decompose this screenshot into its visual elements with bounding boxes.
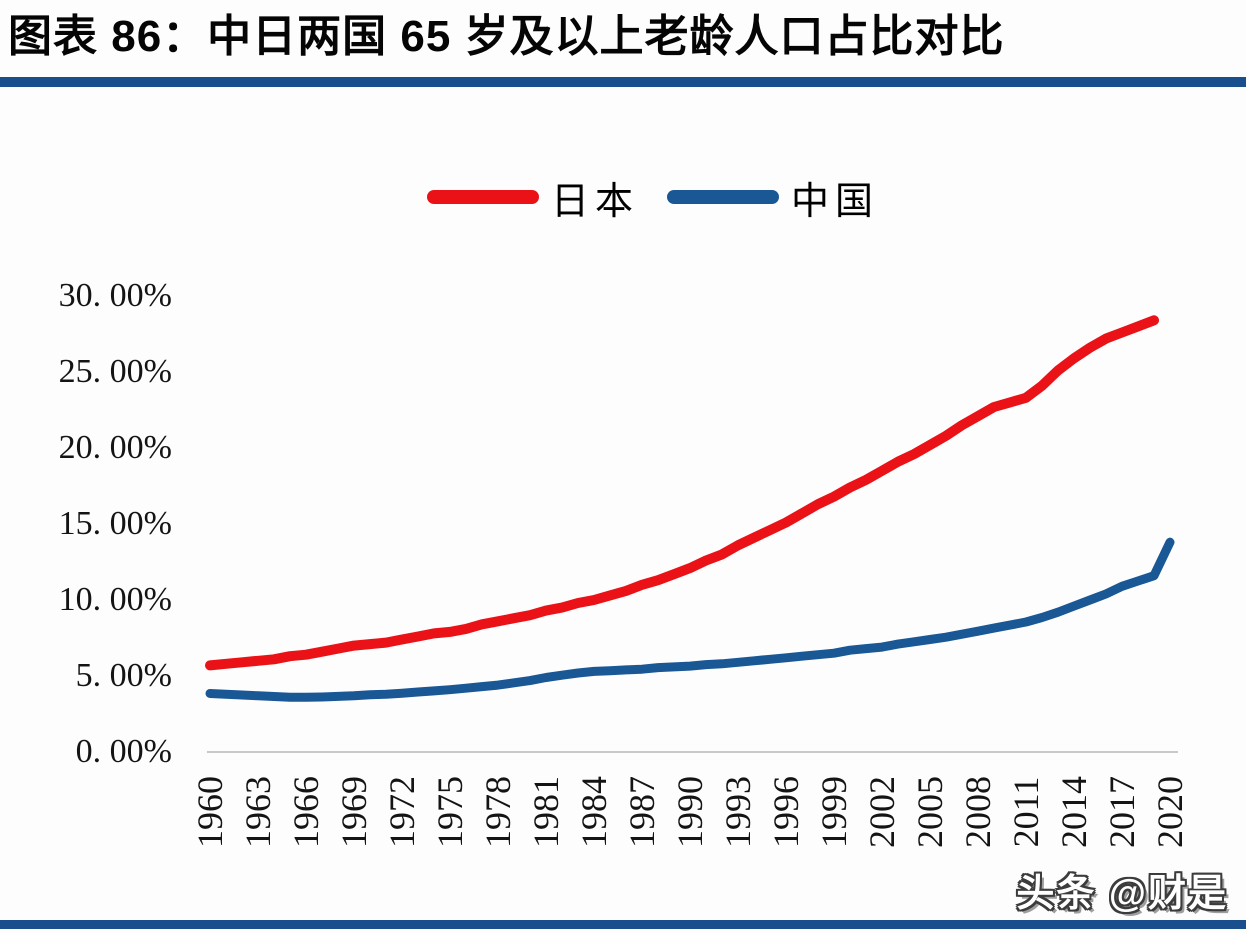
y-tick-label: 0. 00% (75, 733, 172, 770)
x-tick-label: 1993 (718, 776, 758, 848)
figure-title: 图表 86：中日两国 65 岁及以上老龄人口占比对比 (8, 12, 1005, 61)
y-tick-label: 5. 00% (75, 657, 172, 694)
x-tick-label: 2011 (1006, 776, 1046, 848)
y-tick-label: 25. 00% (58, 353, 172, 390)
x-tick-label: 2002 (862, 776, 902, 848)
x-tick-label: 1981 (526, 776, 566, 848)
x-tick-label: 2014 (1054, 776, 1094, 848)
x-tick-label: 1996 (766, 776, 806, 848)
x-tick-label: 2017 (1102, 776, 1142, 848)
legend-item-china: 中国 (667, 170, 879, 225)
x-tick-label: 2005 (910, 776, 950, 848)
legend-label-china: 中国 (791, 180, 880, 223)
legend-item-japan: 日本 (427, 170, 639, 225)
x-tick-label: 1969 (334, 776, 374, 848)
x-tick-label: 1978 (478, 776, 518, 848)
watermark: 头条 @财是 (1016, 873, 1228, 915)
x-tick-label: 2020 (1150, 776, 1190, 848)
chart-legend: 日本 中国 (427, 176, 879, 223)
x-tick-label: 1984 (574, 776, 614, 848)
legend-label-japan: 日本 (551, 180, 640, 223)
x-tick-label: 1963 (238, 776, 278, 848)
china-line-swatch (667, 190, 780, 204)
series-line-japan (205, 315, 1159, 671)
y-tick-label: 30. 00% (58, 277, 172, 314)
x-tick-label: 1987 (622, 776, 662, 848)
title-divider-bar (0, 77, 1246, 87)
x-tick-label: 1972 (382, 776, 422, 848)
y-tick-label: 20. 00% (58, 429, 172, 466)
x-tick-label: 1975 (430, 776, 470, 848)
series-line-china (205, 537, 1175, 702)
x-tick-label: 1966 (286, 776, 326, 848)
x-tick-label: 2008 (958, 776, 998, 848)
y-tick-label: 15. 00% (58, 505, 172, 542)
x-tick-label: 1990 (670, 776, 710, 848)
footer-bar (0, 920, 1246, 929)
y-tick-label: 10. 00% (58, 581, 172, 618)
x-tick-label: 1960 (190, 776, 230, 848)
x-tick-label: 1999 (814, 776, 854, 848)
japan-line-swatch (427, 190, 539, 204)
